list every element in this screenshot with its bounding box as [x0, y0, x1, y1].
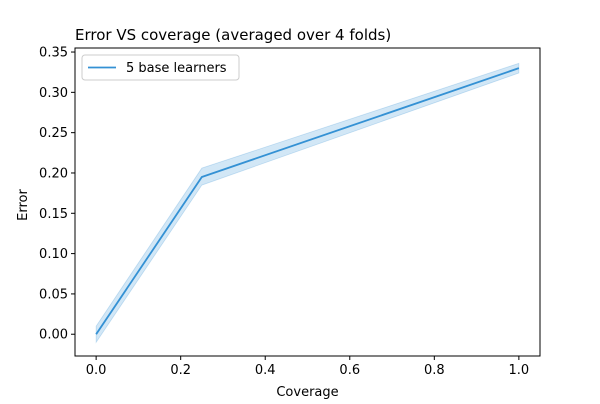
- y-tick-label: 0.20: [39, 166, 68, 181]
- legend-box: [81, 54, 240, 81]
- y-tick-label: 0.30: [39, 86, 68, 101]
- y-tick-label: 0.25: [39, 126, 68, 141]
- x-tick-label: 0.0: [86, 363, 107, 378]
- legend: 5 base learners: [81, 54, 240, 81]
- axes: 0.0 0.2 0.4 0.6 0.8 1.0 0.00 0.05 0.10 0.15 0.20 0.…: [39, 46, 541, 378]
- x-tick-label: 0.4: [255, 363, 276, 378]
- y-tick-label: 0.05: [39, 287, 68, 302]
- y-axis-label: Error: [16, 189, 31, 221]
- axes-frame: [74, 47, 541, 357]
- x-tick-label: 0.6: [339, 363, 360, 378]
- y-tick-label: 0.35: [39, 46, 68, 61]
- series-band-0: [95, 62, 520, 344]
- x-axis-label: Coverage: [276, 385, 338, 400]
- x-tick-label: 0.2: [170, 363, 191, 378]
- series-line-0: [95, 67, 520, 335]
- chart-title: Error VS coverage (averaged over 4 folds…: [75, 26, 391, 44]
- plot-area: [95, 62, 520, 344]
- y-tick-label: 0.15: [39, 207, 68, 222]
- x-tick-label: 0.8: [424, 363, 445, 378]
- legend-label-0: 5 base learners: [126, 61, 227, 76]
- x-tick-label: 1.0: [509, 363, 530, 378]
- y-tick-label: 0.00: [39, 328, 68, 343]
- y-tick-label: 0.10: [39, 247, 68, 262]
